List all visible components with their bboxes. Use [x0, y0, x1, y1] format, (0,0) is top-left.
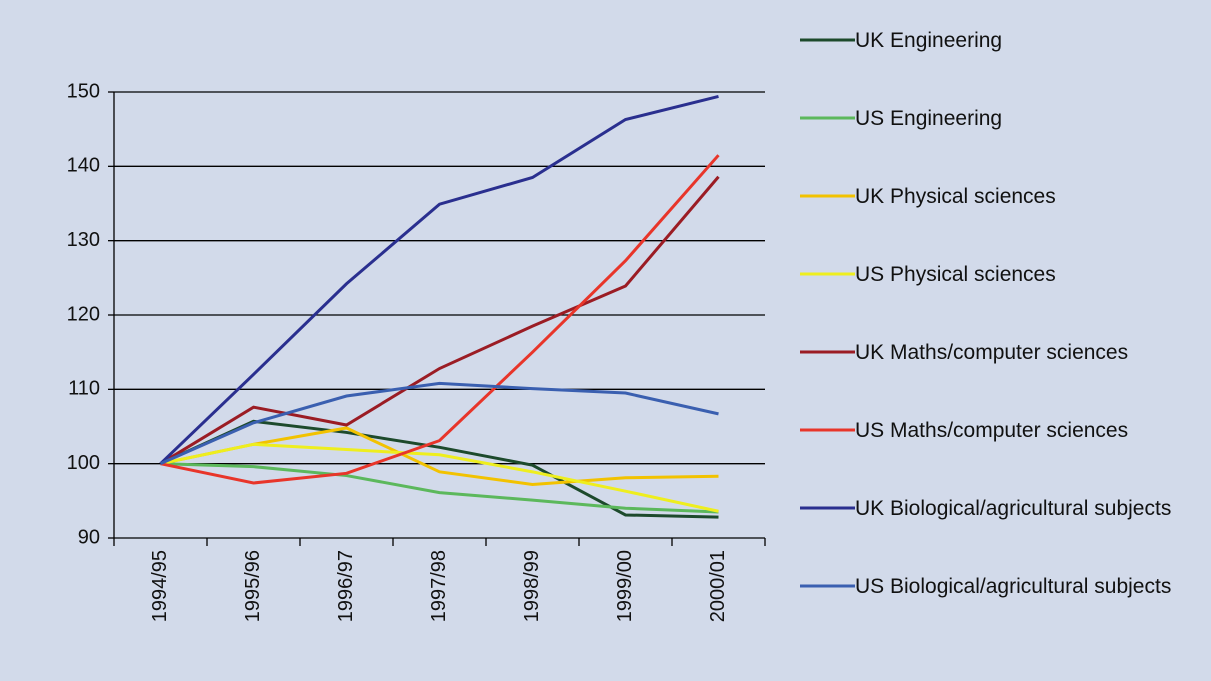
x-tick-label: 1995/96: [242, 550, 264, 622]
series-line: [160, 462, 719, 514]
y-tick-label: 120: [67, 303, 100, 325]
y-tick-label: 140: [67, 155, 100, 177]
y-tick-label: 150: [67, 80, 100, 102]
y-tick-label: 130: [67, 229, 100, 251]
y-tick-label: 100: [67, 452, 100, 474]
legend-label: UK Maths/computer sciences: [855, 341, 1129, 364]
legend-label: UK Biological/agricultural subjects: [855, 497, 1172, 520]
x-tick-label: 1999/00: [614, 550, 636, 622]
x-tick-label: 1998/99: [521, 550, 543, 622]
series-line: [159, 381, 719, 466]
series-line: [160, 442, 719, 513]
legend-label: US Physical sciences: [855, 263, 1056, 286]
series-line: [159, 419, 719, 519]
x-tick-label: 1996/97: [335, 550, 357, 622]
series-line: [160, 154, 720, 485]
series-line: [159, 95, 719, 465]
x-tick-label: 1997/98: [428, 550, 450, 622]
x-tick-label: 1994/95: [149, 550, 171, 622]
y-tick-label: 90: [78, 526, 100, 548]
x-tick-label: 2000/01: [707, 550, 729, 622]
legend-label: US Engineering: [855, 107, 1003, 130]
series-line: [159, 175, 720, 465]
legend-label: UK Physical sciences: [855, 185, 1056, 208]
legend-label: US Maths/computer sciences: [855, 419, 1129, 442]
legend-label: UK Engineering: [855, 29, 1003, 52]
y-tick-label: 110: [68, 378, 100, 400]
legend-label: US Biological/agricultural subjects: [855, 575, 1172, 598]
